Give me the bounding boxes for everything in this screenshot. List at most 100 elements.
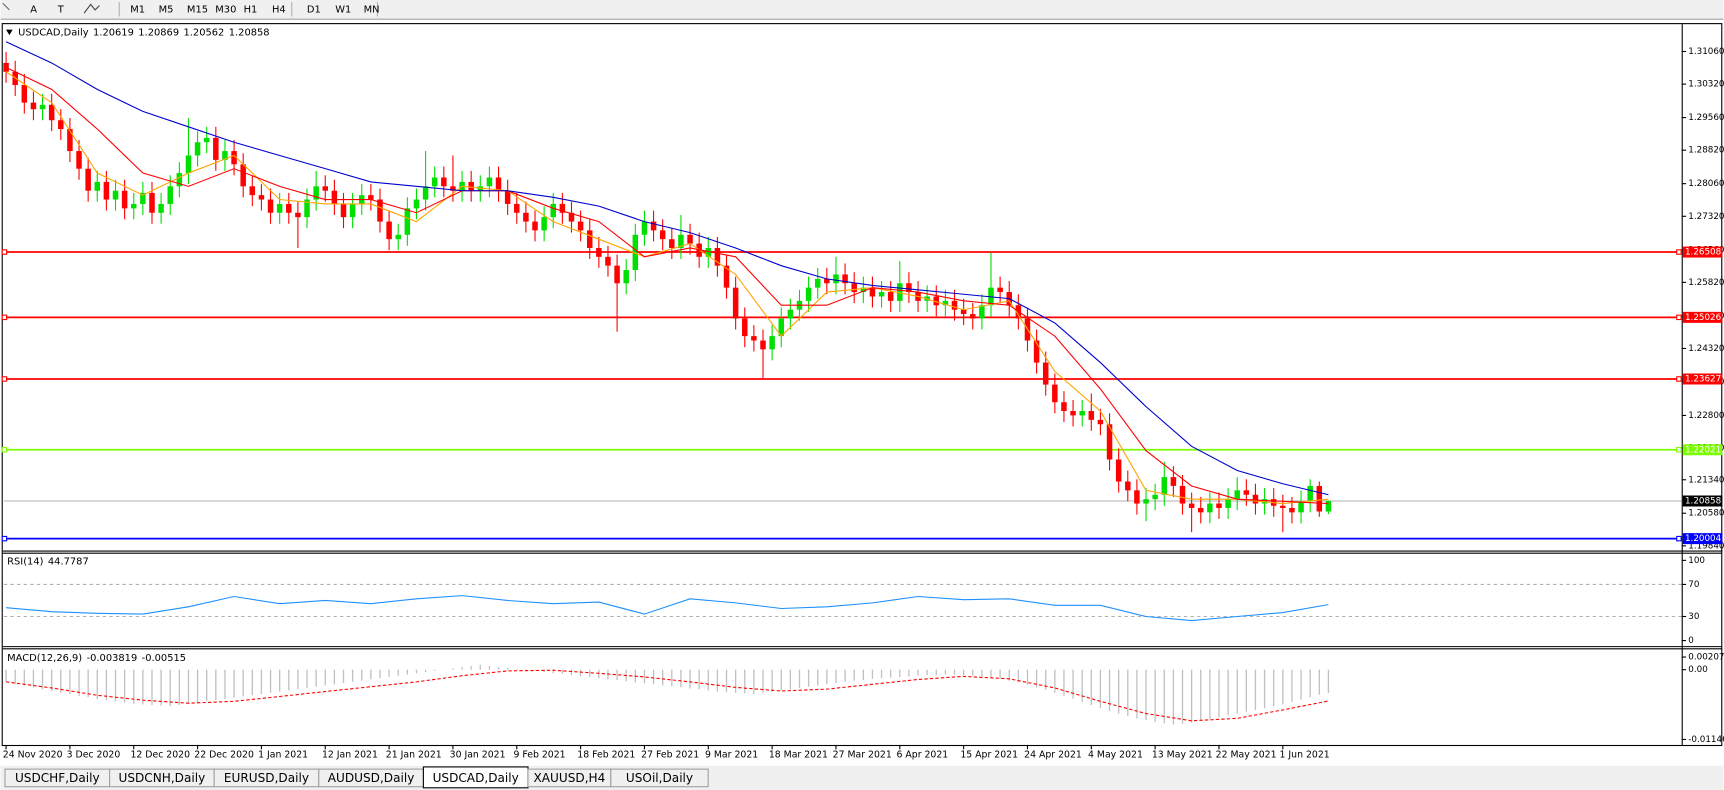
candle-body xyxy=(732,287,739,319)
candle-body xyxy=(623,270,629,284)
candle-body xyxy=(951,300,958,310)
timeframe-button[interactable]: H1 xyxy=(244,4,258,15)
y-tick-label: 1.21340 xyxy=(1688,475,1724,485)
x-tick-label: 1 Jun 2021 xyxy=(1280,749,1330,760)
candle-body xyxy=(103,181,110,200)
plot-layer: A T M1 M5 M15 M30 H1 H4 D1 W1 MN USDCHF,Daily USDCNH… xyxy=(1,4,1724,789)
chart-frame xyxy=(1,23,1723,747)
x-tick-label: 12 Jan 2021 xyxy=(322,749,378,760)
candle-body xyxy=(605,256,611,266)
candle-body xyxy=(814,278,821,288)
symbol-title: USDCAD,Daily xyxy=(18,27,89,38)
level-handle xyxy=(1,249,8,255)
moving-average xyxy=(5,41,1329,496)
tab-label[interactable]: USDCHF,Daily xyxy=(15,771,100,785)
level-label-box xyxy=(1682,533,1723,545)
timeframe-button[interactable]: M1 xyxy=(130,4,145,15)
candle-body xyxy=(286,203,292,213)
candle-body xyxy=(650,221,657,231)
timeframe-button[interactable]: H4 xyxy=(272,4,286,15)
x-tick-label: 30 Jan 2021 xyxy=(450,749,506,760)
y-tick-label: 1.20580 xyxy=(1688,509,1724,519)
candle-body xyxy=(313,186,319,200)
candle-body xyxy=(48,104,55,121)
candle-body xyxy=(67,129,73,152)
tab-label[interactable]: USDCAD,Daily xyxy=(433,771,519,785)
candle-body xyxy=(203,137,210,143)
tab-label[interactable]: XAUUSD,H4 xyxy=(534,771,606,785)
rsi-line xyxy=(6,595,1329,622)
timeframe-button[interactable]: W1 xyxy=(335,4,351,15)
draw-tool-icon[interactable] xyxy=(83,3,100,14)
candle-body xyxy=(514,203,520,213)
chart-header: USDCAD,Daily 1.20619 1.20869 1.20562 1.20858 xyxy=(18,27,269,38)
candle-body xyxy=(1325,500,1332,512)
candle-body xyxy=(723,265,730,288)
x-tick-label: 4 May 2021 xyxy=(1088,749,1143,760)
tab-label[interactable]: USOil,Daily xyxy=(626,771,693,785)
crosshair-icon[interactable] xyxy=(2,2,10,11)
candle-body xyxy=(1161,477,1168,495)
timeframe-button[interactable]: M5 xyxy=(159,4,174,15)
candle-body xyxy=(970,314,976,319)
open-value: 1.20619 xyxy=(93,27,134,38)
x-tick-label: 3 Dec 2020 xyxy=(67,749,121,760)
level-label: 1.25026 xyxy=(1685,313,1722,323)
candle-body xyxy=(304,199,310,218)
high-value: 1.20869 xyxy=(138,27,179,38)
candle-body xyxy=(942,300,949,306)
macd-value: -0.003819 xyxy=(87,653,138,664)
candle-body xyxy=(632,234,639,271)
timeframe-button[interactable]: M15 xyxy=(187,4,208,15)
candle-body xyxy=(85,168,91,191)
candle-body xyxy=(760,340,766,350)
tool-button[interactable]: A xyxy=(30,4,37,15)
tab-label[interactable]: USDCNH,Daily xyxy=(118,771,205,785)
candle-body xyxy=(131,203,137,209)
y-tick-label: 1.25820 xyxy=(1688,278,1724,288)
timeframe-button[interactable]: MN xyxy=(364,4,380,15)
x-tick-label: 27 Mar 2021 xyxy=(833,749,892,760)
current-price-label: 1.20858 xyxy=(1685,496,1721,506)
tab[interactable] xyxy=(610,768,709,788)
candle-body xyxy=(1188,503,1195,508)
candle-body xyxy=(377,199,383,222)
candle-body xyxy=(222,151,228,160)
candle-body xyxy=(185,155,192,174)
level-label-box xyxy=(1682,246,1723,258)
candle-body xyxy=(596,248,602,257)
macd-header: MACD(12,26,9) -0.003819 -0.00515 xyxy=(7,653,186,664)
candle-body xyxy=(1280,505,1286,508)
level-label: 1.22021 xyxy=(1685,445,1721,455)
tab-label[interactable]: EURUSD,Daily xyxy=(224,771,309,785)
candle-body xyxy=(1042,362,1049,385)
candle-body xyxy=(577,221,584,231)
candle-body xyxy=(559,203,566,213)
candle-body xyxy=(331,190,338,204)
timeframe-button[interactable]: D1 xyxy=(307,4,321,15)
candle-body xyxy=(1079,411,1085,416)
level-handle xyxy=(1,447,8,453)
candle-body xyxy=(769,336,775,350)
y-tick-label: 1.29560 xyxy=(1688,113,1724,123)
candle-body xyxy=(897,283,903,301)
candle-body xyxy=(1070,411,1076,416)
candle-body xyxy=(541,217,547,231)
level-handle xyxy=(1,535,8,542)
candle-body xyxy=(659,230,666,240)
candle-body xyxy=(906,283,912,293)
y-tick-label: 1.28820 xyxy=(1688,146,1724,156)
candle-body xyxy=(887,292,894,301)
candle-body xyxy=(1243,490,1250,495)
candle-body xyxy=(1289,507,1295,513)
tool-button[interactable]: T xyxy=(57,4,65,15)
current-price-box xyxy=(1682,495,1723,507)
x-tick-label: 18 Feb 2021 xyxy=(577,749,635,760)
collapse-arrow[interactable] xyxy=(6,29,13,36)
timeframe-button[interactable]: M30 xyxy=(215,4,236,15)
candle-body xyxy=(586,230,593,249)
moving-average xyxy=(5,71,1329,505)
level-handle xyxy=(1676,376,1682,382)
tab-label[interactable]: AUDUSD,Daily xyxy=(328,771,415,785)
candle-body xyxy=(340,203,347,218)
